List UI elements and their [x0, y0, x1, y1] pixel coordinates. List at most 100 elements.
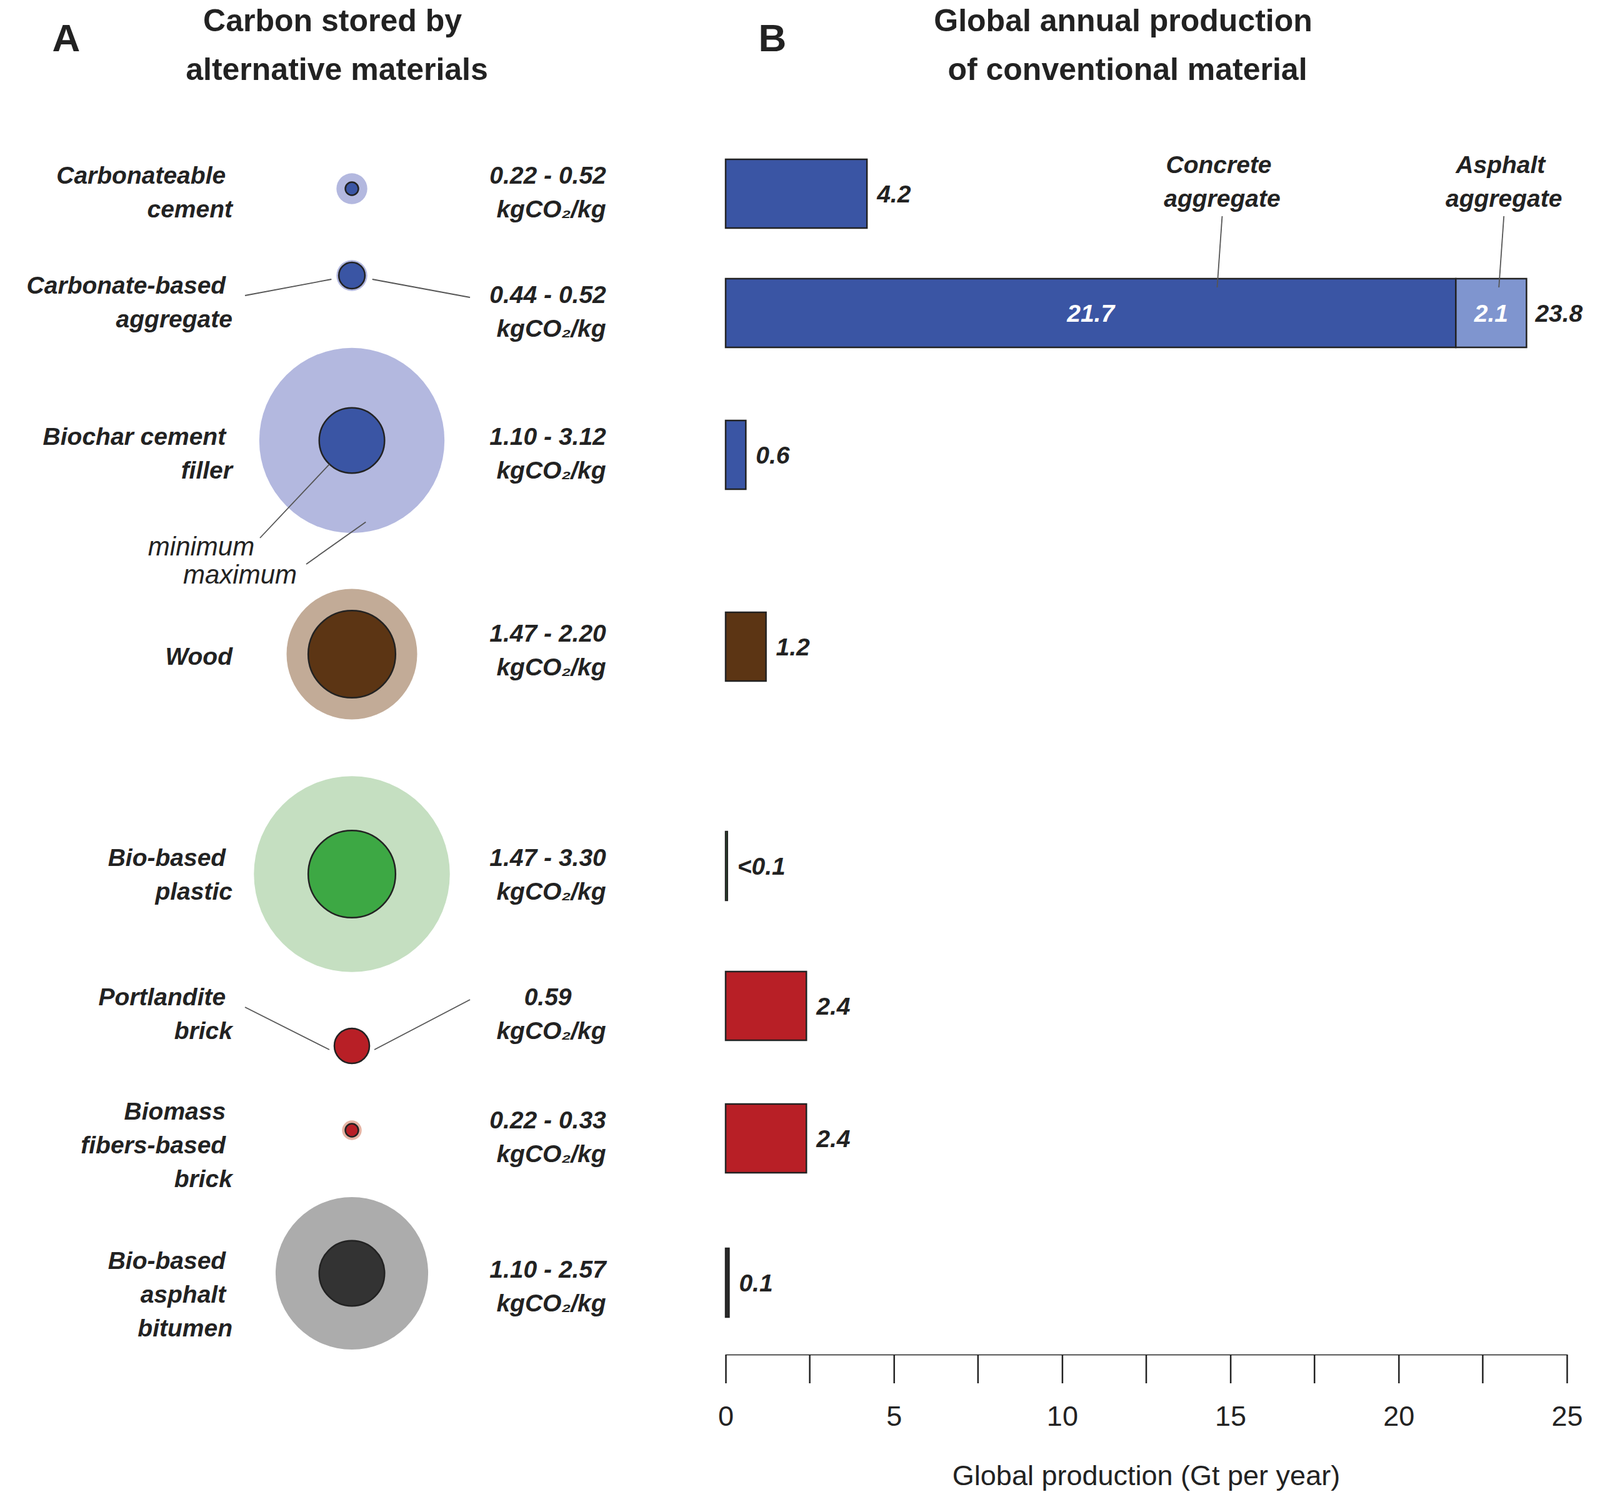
- category-label: Bio-based asphalt bitumen: [108, 1247, 233, 1342]
- bubble-minimum: [308, 610, 396, 699]
- title-line: alternative materials: [185, 51, 489, 87]
- annotation-line: aggregate: [1163, 185, 1280, 212]
- panel-b: B Global annual production of conventiona…: [718, 3, 1584, 1492]
- bubble-minimum: [319, 408, 385, 474]
- unit-label: kgCO₂/kg: [496, 315, 606, 342]
- leader-line: [260, 464, 330, 539]
- key-minimum: minimum: [148, 531, 255, 562]
- data-label: 4.2: [876, 180, 912, 208]
- data-label: 2.4: [815, 993, 851, 1020]
- bar: [725, 1248, 729, 1318]
- range-label: 1.10 - 2.57: [489, 1256, 613, 1284]
- x-tick-label: 20: [1383, 1400, 1415, 1433]
- bubble-maximum: [336, 173, 367, 204]
- category-label-line: Biomass: [124, 1098, 233, 1125]
- value-label: 1.10 - 2.57 kgCO₂/kg: [489, 1256, 613, 1317]
- range-label: 1.47 - 2.20: [489, 620, 613, 647]
- data-label: 21.7: [1066, 300, 1116, 327]
- range-label: 0.59: [524, 983, 579, 1011]
- x-tick: 0: [718, 1355, 734, 1433]
- x-tick-label: 5: [886, 1400, 902, 1433]
- range-label: 1.47 - 3.30: [489, 844, 613, 872]
- category-label: Wood: [165, 643, 234, 670]
- unit-label: kgCO₂/kg: [496, 653, 606, 681]
- panel-label: B: [758, 16, 787, 60]
- leader-line: [245, 279, 332, 296]
- category-label-line: Bio-based: [108, 1247, 233, 1275]
- category-label: Carbonateable cement: [56, 161, 234, 223]
- x-minor-tick: [1481, 1355, 1484, 1384]
- title-line: of conventional material: [947, 51, 1307, 87]
- value-label: 0.44 - 0.52 kgCO₂/kg: [489, 281, 613, 342]
- leader-line: [245, 1007, 330, 1050]
- bubble-minimum: [334, 1028, 370, 1064]
- bubble-maximum: [334, 1028, 370, 1064]
- value-label: 1.10 - 3.12 kgCO₂/kg: [489, 423, 613, 484]
- annotation-line: Concrete: [1166, 151, 1279, 179]
- data-label: 0.6: [755, 441, 790, 469]
- leader-line: [372, 279, 470, 298]
- range-label: 0.22 - 0.33: [489, 1106, 613, 1134]
- unit-label: kgCO₂/kg: [496, 1140, 606, 1168]
- data-label: <0.1: [737, 853, 786, 880]
- bubbles: [253, 173, 450, 1350]
- category-label: Biochar cement filler: [43, 423, 234, 484]
- bubble-maximum: [275, 1197, 429, 1350]
- bubble-maximum: [259, 348, 445, 534]
- x-tick-mark: [893, 1355, 895, 1384]
- panel-a: A Carbon stored by alternative materials C…: [26, 3, 614, 1350]
- category-label-line: filler: [181, 456, 234, 484]
- category-label-line: asphalt: [140, 1281, 233, 1309]
- x-tick-label: 25: [1551, 1400, 1583, 1433]
- data-label: 0.1: [738, 1270, 773, 1297]
- x-minor-tick: [977, 1355, 980, 1384]
- x-axis-title: Global production (Gt per year): [952, 1460, 1340, 1492]
- bar: [725, 420, 746, 490]
- category-label-line: aggregate: [116, 305, 233, 333]
- category-label-line: Wood: [165, 643, 234, 670]
- bar: [725, 159, 867, 229]
- x-minor-tick: [1145, 1355, 1148, 1384]
- bar: [725, 1104, 807, 1174]
- annotation-leader: [1216, 216, 1222, 288]
- category-label-line: Portlandite: [98, 983, 233, 1011]
- title-line: Carbon stored by: [203, 3, 471, 39]
- x-tick: 10: [1046, 1355, 1079, 1433]
- category-label-line: cement: [146, 195, 234, 223]
- figure: A Carbon stored by alternative materials C…: [0, 0, 1600, 1502]
- bubble-minimum: [319, 1241, 385, 1307]
- x-tick-mark: [725, 1355, 727, 1384]
- x-tick-mark: [1398, 1355, 1400, 1384]
- category-label-line: brick: [174, 1165, 235, 1193]
- unit-label: kgCO₂/kg: [496, 878, 606, 905]
- x-tick-mark: [1230, 1355, 1232, 1384]
- bars: [725, 159, 1527, 1318]
- total-label: 23.8: [1534, 300, 1583, 327]
- title: Global annual production of conventional…: [933, 3, 1321, 87]
- bubble-maximum: [253, 776, 450, 973]
- unit-label: kgCO₂/kg: [496, 1290, 606, 1317]
- data-label: 2.4: [815, 1125, 851, 1153]
- leader-line: [306, 521, 366, 565]
- panel-label: A: [52, 16, 81, 60]
- category-label: Carbonate-based aggregate: [26, 271, 233, 333]
- x-tick: 15: [1215, 1355, 1247, 1433]
- value-label: 0.22 - 0.52 kgCO₂/kg: [489, 161, 613, 223]
- category-label-line: bitumen: [137, 1315, 233, 1342]
- range-label: 0.44 - 0.52: [489, 281, 613, 309]
- bubble-minimum: [345, 1124, 359, 1138]
- annotation-leader: [1498, 216, 1504, 288]
- category-label-line: Carbonate-based: [26, 271, 233, 299]
- value-label: 1.47 - 3.30 kgCO₂/kg: [489, 844, 613, 905]
- bar: [725, 278, 1456, 348]
- bubble-minimum: [338, 262, 365, 289]
- annotation: Concrete aggregate: [1163, 151, 1280, 212]
- unit-label: kgCO₂/kg: [496, 456, 606, 484]
- title-line: Global annual production: [933, 3, 1321, 39]
- annotation-line: Asphalt: [1455, 151, 1552, 179]
- bar: [725, 831, 728, 901]
- bubble-maximum: [336, 260, 367, 291]
- x-tick-label: 15: [1215, 1400, 1247, 1433]
- bubble-maximum: [286, 589, 418, 720]
- category-label-line: Carbonateable: [56, 161, 233, 189]
